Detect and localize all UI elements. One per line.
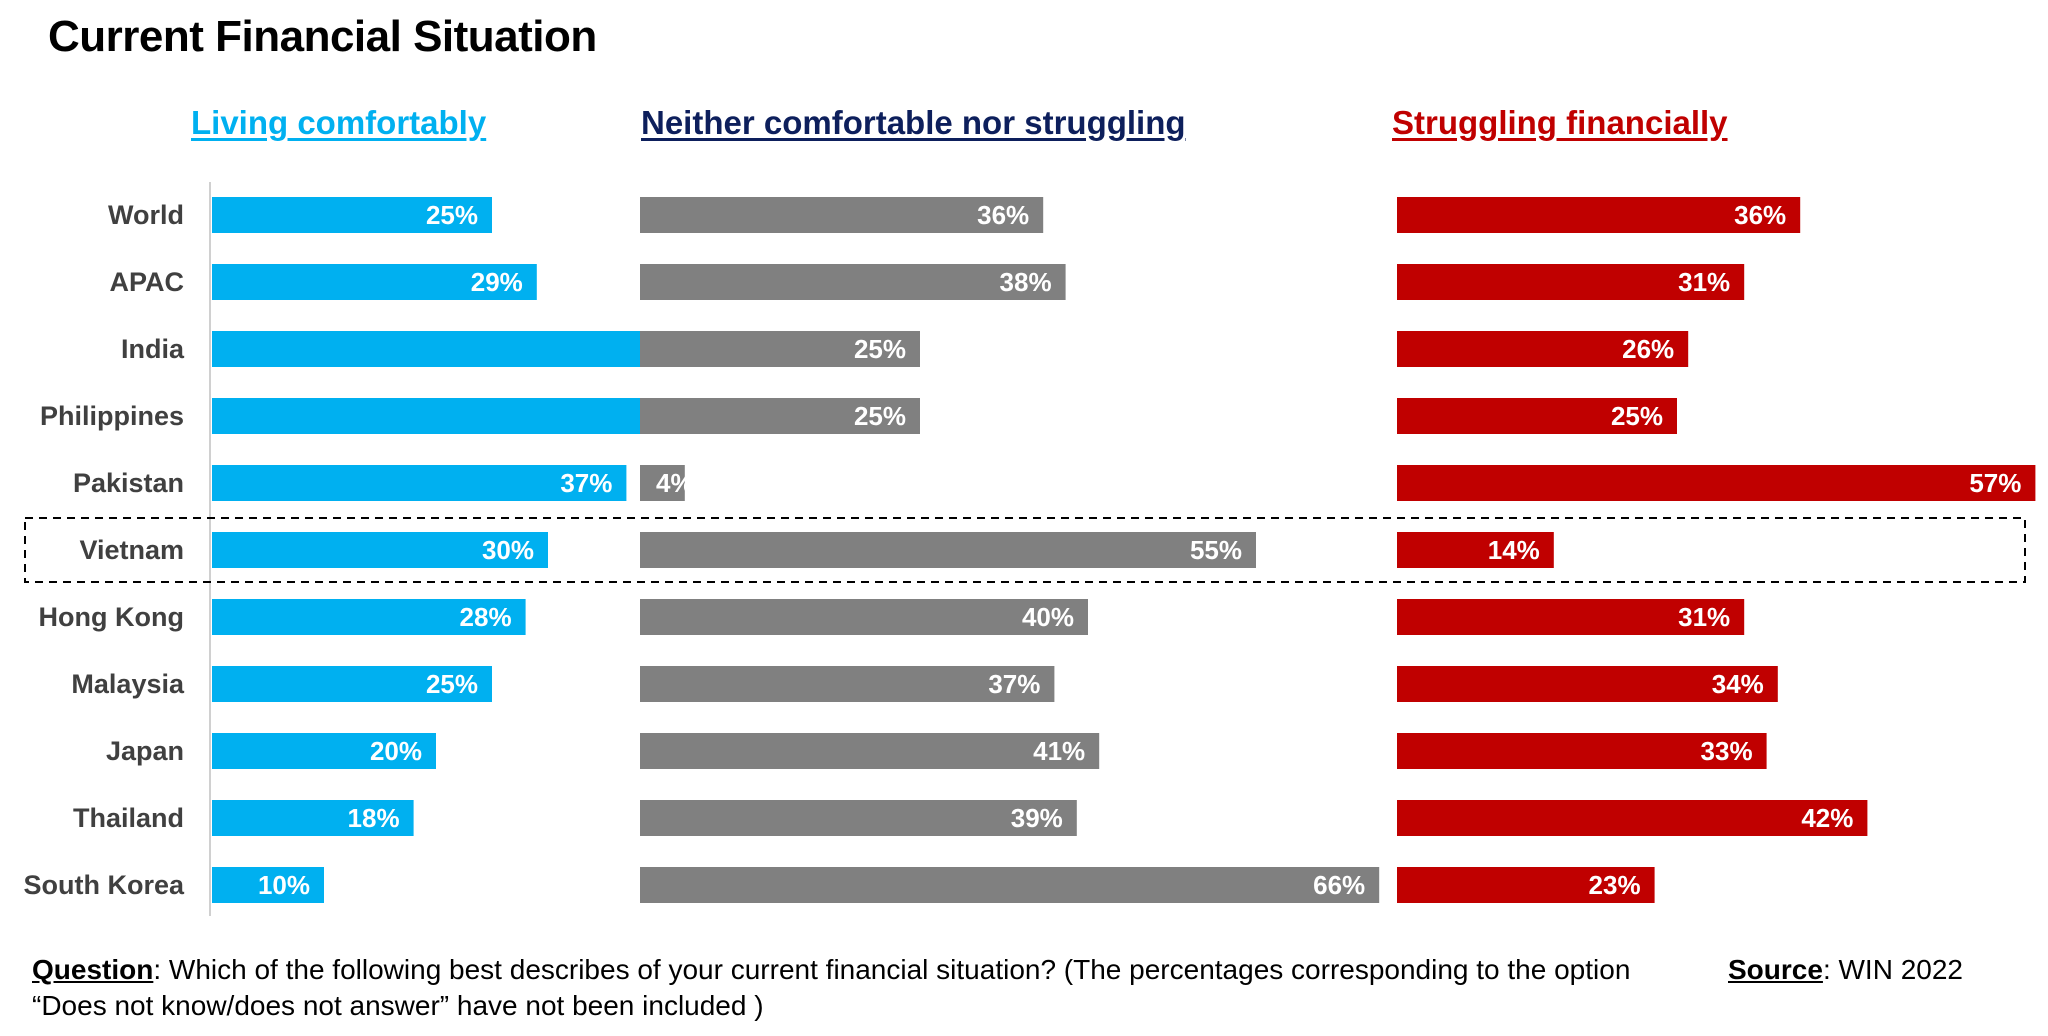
value-label-living-comfortably-thailand: 18% [348,803,400,833]
value-label-struggling-financially-hong-kong: 31% [1678,602,1730,632]
bar-living-comfortably-thailand [212,800,414,836]
bar-neither-comfortable-nor-struggling-apac [640,264,1066,300]
category-label-apac: APAC [109,267,184,297]
category-label-india: India [121,334,185,364]
bar-living-comfortably-apac [212,264,537,300]
bar-neither-comfortable-nor-struggling-thailand [640,800,1077,836]
bar-neither-comfortable-nor-struggling-india [640,331,920,367]
financial-situation-chart: World25%36%36%APAC29%38%31%India48%25%26… [23,182,2036,916]
source-text: : WIN 2022 [1822,954,1963,985]
bar-struggling-financially-japan [1397,733,1767,769]
value-label-living-comfortably-apac: 29% [471,267,523,297]
bar-living-comfortably-world [212,197,492,233]
value-label-struggling-financially-philippines: 25% [1611,401,1663,431]
header-neither: Neither comfortable nor struggling [641,104,1186,141]
bar-neither-comfortable-nor-struggling-pakistan [640,465,685,501]
question-lead: Question [32,954,154,985]
bar-neither-comfortable-nor-struggling-world [640,197,1044,233]
value-label-neither-comfortable-nor-struggling-malaysia: 37% [988,669,1040,699]
category-label-philippines: Philippines [40,401,184,431]
value-label-struggling-financially-south-korea: 23% [1589,870,1641,900]
bar-living-comfortably-japan [212,733,436,769]
value-label-living-comfortably-world: 25% [426,200,478,230]
value-label-neither-comfortable-nor-struggling-pakistan: 4% [656,468,694,498]
value-label-struggling-financially-apac: 31% [1678,267,1730,297]
bar-living-comfortably-south-korea [212,867,324,903]
chart-title: Current Financial Situation [48,12,597,61]
value-label-neither-comfortable-nor-struggling-hong-kong: 40% [1022,602,1074,632]
category-label-pakistan: Pakistan [73,468,184,498]
value-label-living-comfortably-pakistan: 37% [560,468,612,498]
category-label-south-korea: South Korea [23,870,184,900]
value-label-struggling-financially-vietnam: 14% [1488,535,1540,565]
bar-struggling-financially-malaysia [1397,666,1778,702]
bar-neither-comfortable-nor-struggling-vietnam [640,532,1256,568]
bar-struggling-financially-india [1397,331,1689,367]
header-living-comfortably: Living comfortably [191,104,487,141]
source-lead: Source [1728,954,1823,985]
category-label-hong-kong: Hong Kong [39,602,184,632]
bar-neither-comfortable-nor-struggling-hong-kong [640,599,1088,635]
bar-struggling-financially-vietnam [1397,532,1554,568]
bar-living-comfortably-pakistan [212,465,627,501]
value-label-neither-comfortable-nor-struggling-india: 25% [854,334,906,364]
value-label-struggling-financially-malaysia: 34% [1712,669,1764,699]
value-label-neither-comfortable-nor-struggling-apac: 38% [1000,267,1052,297]
value-label-living-comfortably-south-korea: 10% [258,870,310,900]
value-label-neither-comfortable-nor-struggling-thailand: 39% [1011,803,1063,833]
bar-living-comfortably-malaysia [212,666,492,702]
category-label-thailand: Thailand [73,803,184,833]
value-label-living-comfortably-malaysia: 25% [426,669,478,699]
category-label-japan: Japan [106,736,184,766]
bar-living-comfortably-hong-kong [212,599,526,635]
bar-struggling-financially-philippines [1397,398,1677,434]
category-label-world: World [108,200,184,230]
question-footnote: Question: Which of the following best de… [32,952,1652,1024]
value-label-neither-comfortable-nor-struggling-philippines: 25% [854,401,906,431]
bar-neither-comfortable-nor-struggling-malaysia [640,666,1055,702]
bar-struggling-financially-south-korea [1397,867,1655,903]
bar-neither-comfortable-nor-struggling-japan [640,733,1100,769]
value-label-living-comfortably-japan: 20% [370,736,422,766]
value-label-neither-comfortable-nor-struggling-japan: 41% [1033,736,1085,766]
bar-struggling-financially-thailand [1397,800,1868,836]
value-label-living-comfortably-vietnam: 30% [482,535,534,565]
bar-living-comfortably-vietnam [212,532,548,568]
bar-neither-comfortable-nor-struggling-south-korea [640,867,1380,903]
category-label-malaysia: Malaysia [71,669,185,699]
source-footnote: Source: WIN 2022 [1728,952,1963,988]
value-label-neither-comfortable-nor-struggling-south-korea: 66% [1313,870,1365,900]
question-text: : Which of the following best describes … [32,954,1631,1021]
category-label-vietnam: Vietnam [79,535,184,565]
value-label-struggling-financially-world: 36% [1734,200,1786,230]
header-struggling: Struggling financially [1392,104,1728,141]
value-label-living-comfortably-hong-kong: 28% [460,602,512,632]
value-label-neither-comfortable-nor-struggling-vietnam: 55% [1190,535,1242,565]
value-label-struggling-financially-pakistan: 57% [1969,468,2021,498]
value-label-struggling-financially-india: 26% [1622,334,1674,364]
bar-struggling-financially-apac [1397,264,1745,300]
bar-struggling-financially-pakistan [1397,465,2036,501]
bar-struggling-financially-world [1397,197,1801,233]
highlight-box-vietnam [24,517,2026,583]
value-label-neither-comfortable-nor-struggling-world: 36% [977,200,1029,230]
value-label-struggling-financially-thailand: 42% [1801,803,1853,833]
bar-neither-comfortable-nor-struggling-philippines [640,398,920,434]
value-label-struggling-financially-japan: 33% [1701,736,1753,766]
bar-struggling-financially-hong-kong [1397,599,1745,635]
